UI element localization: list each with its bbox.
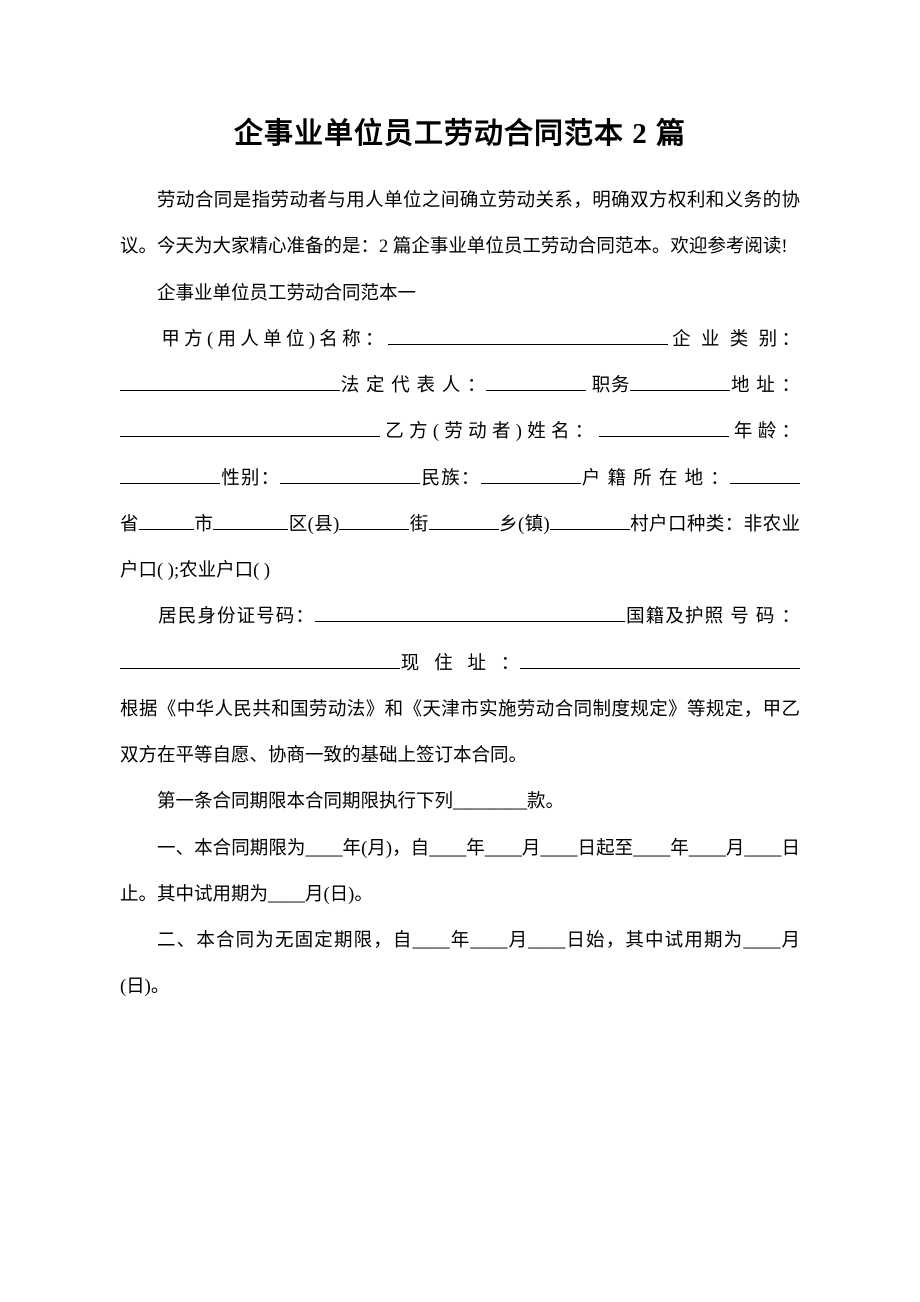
passport-label: 国籍及护: [625, 607, 705, 627]
district-label: 区(县): [288, 515, 339, 535]
current-address-label: 现住址: [400, 654, 501, 674]
party-b-name-label: 乙方(劳动者)姓名：: [380, 422, 599, 442]
passport-label-cont: 照号码: [705, 607, 782, 627]
document-title: 企事业单位员工劳动合同范本 2 篇: [120, 110, 800, 152]
id-passport-form: 居民身份证号码：国籍及护照号码：现住址：根据《中华人民共和国劳动法》和《天津市实…: [120, 594, 800, 779]
clause-1: 一、本合同期限为____年(月)，自____年____月____日起至____年…: [120, 826, 800, 919]
province-label: 省: [120, 515, 139, 535]
legal-rep-label: 法定代表人: [340, 376, 467, 396]
article-1: 第一条合同期限本合同期限执行下列________款。: [120, 779, 800, 825]
gender-label: 性别：: [220, 469, 280, 489]
id-number-label: 居民身份证号码：: [157, 607, 315, 627]
party-a-form: 甲方(用人单位)名称：企业类别：法定代表人： 职务地址：乙方(劳动者)姓名：年龄…: [120, 317, 800, 595]
party-a-name-label: 甲方(用人单位)名称：: [157, 330, 388, 350]
age-label: 年龄：: [729, 422, 800, 442]
legal-basis-text: 根据《中华人民共和国劳动法》和《天津市实施劳动合同制度规定》等规定，甲乙双方在平…: [120, 700, 800, 766]
intro-paragraph: 劳动合同是指劳动者与用人单位之间确立劳动关系，明确双方权利和义务的协议。今天为大…: [120, 178, 800, 271]
position-label: 职务: [592, 376, 631, 396]
village-hukou-label: 村户口种类：非农业户口( );农业户口( ): [120, 515, 800, 581]
township-label: 乡(镇): [499, 515, 550, 535]
city-label: 市: [194, 515, 213, 535]
ethnicity-label: 民族：: [420, 469, 480, 489]
hukou-location-label: 户籍所在地: [581, 469, 711, 489]
address-label: 地址: [730, 376, 781, 396]
subsection-heading: 企事业单位员工劳动合同范本一: [120, 271, 800, 317]
company-type-label: 企业类: [668, 330, 759, 350]
clause-2: 二、本合同为无固定期限，自____年____月____日始，其中试用期为____…: [120, 918, 800, 1011]
street-label: 街: [409, 515, 428, 535]
